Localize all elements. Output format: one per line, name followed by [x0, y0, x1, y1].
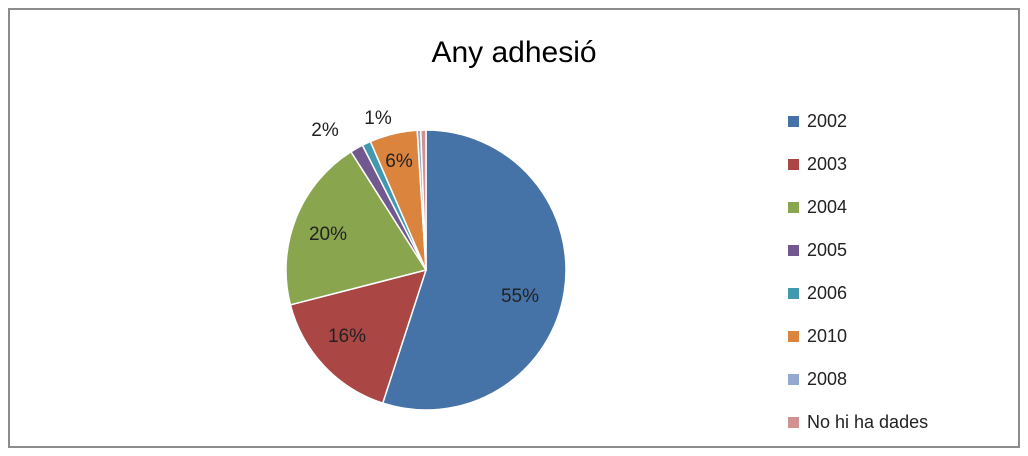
data-label-2004: 20%	[309, 224, 347, 245]
legend-label: 2002	[807, 111, 848, 131]
data-label-2006: 1%	[364, 108, 392, 129]
pie-slice-no-hi-ha-dades	[419, 129, 427, 271]
legend-item-2010: 2010	[788, 315, 928, 358]
legend-swatch	[788, 202, 799, 213]
legend-item-no-hi-ha-dades: No hi ha dades	[788, 401, 928, 444]
legend-label: 2010	[807, 326, 848, 346]
legend-swatch	[788, 331, 799, 342]
legend-item-2002: 2002	[788, 100, 928, 143]
legend-swatch	[788, 159, 799, 170]
legend-label: 2006	[807, 283, 848, 303]
legend-item-2006: 2006	[788, 272, 928, 315]
data-label-2002: 55%	[501, 286, 539, 307]
pie-slice-2003	[289, 268, 428, 405]
legend-item-2004: 2004	[788, 186, 928, 229]
data-label-2005: 2%	[311, 120, 339, 141]
data-label-2003: 16%	[328, 326, 366, 347]
legend: 2002 2003 2004 2005 2006 2010 2008 No hi ha dad…	[788, 100, 928, 444]
legend-swatch	[788, 288, 799, 299]
legend-item-2005: 2005	[788, 229, 928, 272]
legend-swatch	[788, 116, 799, 127]
legend-item-2008: 2008	[788, 358, 928, 401]
legend-item-2003: 2003	[788, 143, 928, 186]
pie-slice-2002	[381, 129, 567, 411]
pie-slice-2004	[285, 150, 428, 306]
legend-label: 2005	[807, 240, 848, 260]
legend-swatch	[788, 374, 799, 385]
data-label-2010: 6%	[385, 151, 413, 172]
legend-swatch	[788, 245, 799, 256]
legend-label: 2003	[807, 154, 848, 174]
legend-swatch	[788, 417, 799, 428]
legend-label: 2004	[807, 197, 848, 217]
legend-label: No hi ha dades	[807, 412, 929, 432]
chart-title: Any adhesió	[431, 36, 597, 69]
legend-label: 2008	[807, 369, 848, 389]
